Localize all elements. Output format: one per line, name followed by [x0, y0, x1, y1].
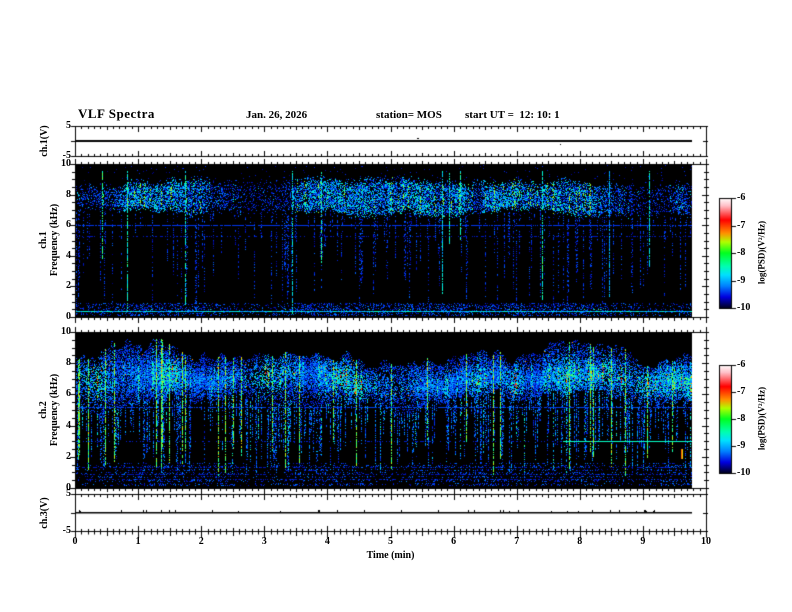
x-tick-label: 10 [701, 536, 711, 547]
colorbar2-tick-label: -7 [737, 386, 746, 397]
colorbar2-tick-label: -10 [737, 467, 751, 478]
x-axis-label: Time (min) [366, 550, 415, 561]
x-tick-label: 4 [324, 536, 330, 547]
ch1-spec-y-tick-label: 4 [66, 249, 71, 261]
ch1-volt-y-tick-label-hi: 5 [66, 120, 71, 131]
x-tick-label: 2 [198, 536, 204, 547]
ch2-spec-y-tick-label: 4 [66, 419, 71, 431]
x-tick-label: 1 [135, 536, 141, 547]
x-tick-label: 7 [514, 536, 520, 547]
x-tick-label: 3 [261, 536, 267, 547]
colorbar1-tick-label: -9 [737, 274, 746, 286]
figure-title: VLF Spectra [78, 106, 155, 121]
ch1-spec-y-tick-label: 10 [61, 158, 71, 169]
ch1-spec-y-tick-label: 2 [66, 280, 71, 292]
colorbar1-tick-label: -8 [737, 247, 746, 258]
ch1-spec-y-tick-label: 0 [66, 311, 71, 322]
ch1-volt-y-tick-label-lo: -5 [62, 150, 71, 161]
ch2-spec-y-tick-label: 2 [66, 450, 71, 462]
ch3-volt-y-tick-label-hi: 5 [66, 488, 71, 499]
ch2-spec-y-tick-label: 10 [61, 326, 71, 337]
x-tick-label: 8 [577, 536, 583, 547]
x-tick-label: 9 [640, 536, 646, 547]
ch1-spec-y-tick-label: 8 [66, 188, 71, 200]
x-tick-label: 5 [388, 536, 393, 547]
ch2-spec-y-tick-label: 0 [66, 482, 71, 493]
colorbar1-tick-label: -7 [737, 219, 746, 231]
x-tick-label: 0 [72, 536, 78, 547]
ch1-voltage-axis-label: ch.1(V) [39, 125, 50, 157]
x-tick-label: 6 [451, 536, 457, 547]
colorbar2-tick-label: -6 [737, 359, 746, 370]
ch1-spec-y-tick-label: 6 [66, 219, 71, 231]
colorbar1-tick-label: -6 [737, 192, 746, 203]
date-label: Jan. 26, 2026 [246, 109, 308, 121]
station-label: station= MOS [376, 109, 442, 121]
colorbar2-tick-label: -8 [737, 413, 746, 424]
ch2-spec-y-tick-label: 8 [66, 357, 71, 369]
start-ut-label: start UT = 12: 10: 1 [465, 109, 560, 121]
colorbar2-tick-label: -9 [737, 440, 746, 451]
colorbar1-tick-label: -10 [737, 302, 751, 313]
ch3-volt-y-tick-label-lo: -5 [62, 525, 71, 536]
ch2-spec-y-tick-label: 6 [66, 388, 71, 400]
